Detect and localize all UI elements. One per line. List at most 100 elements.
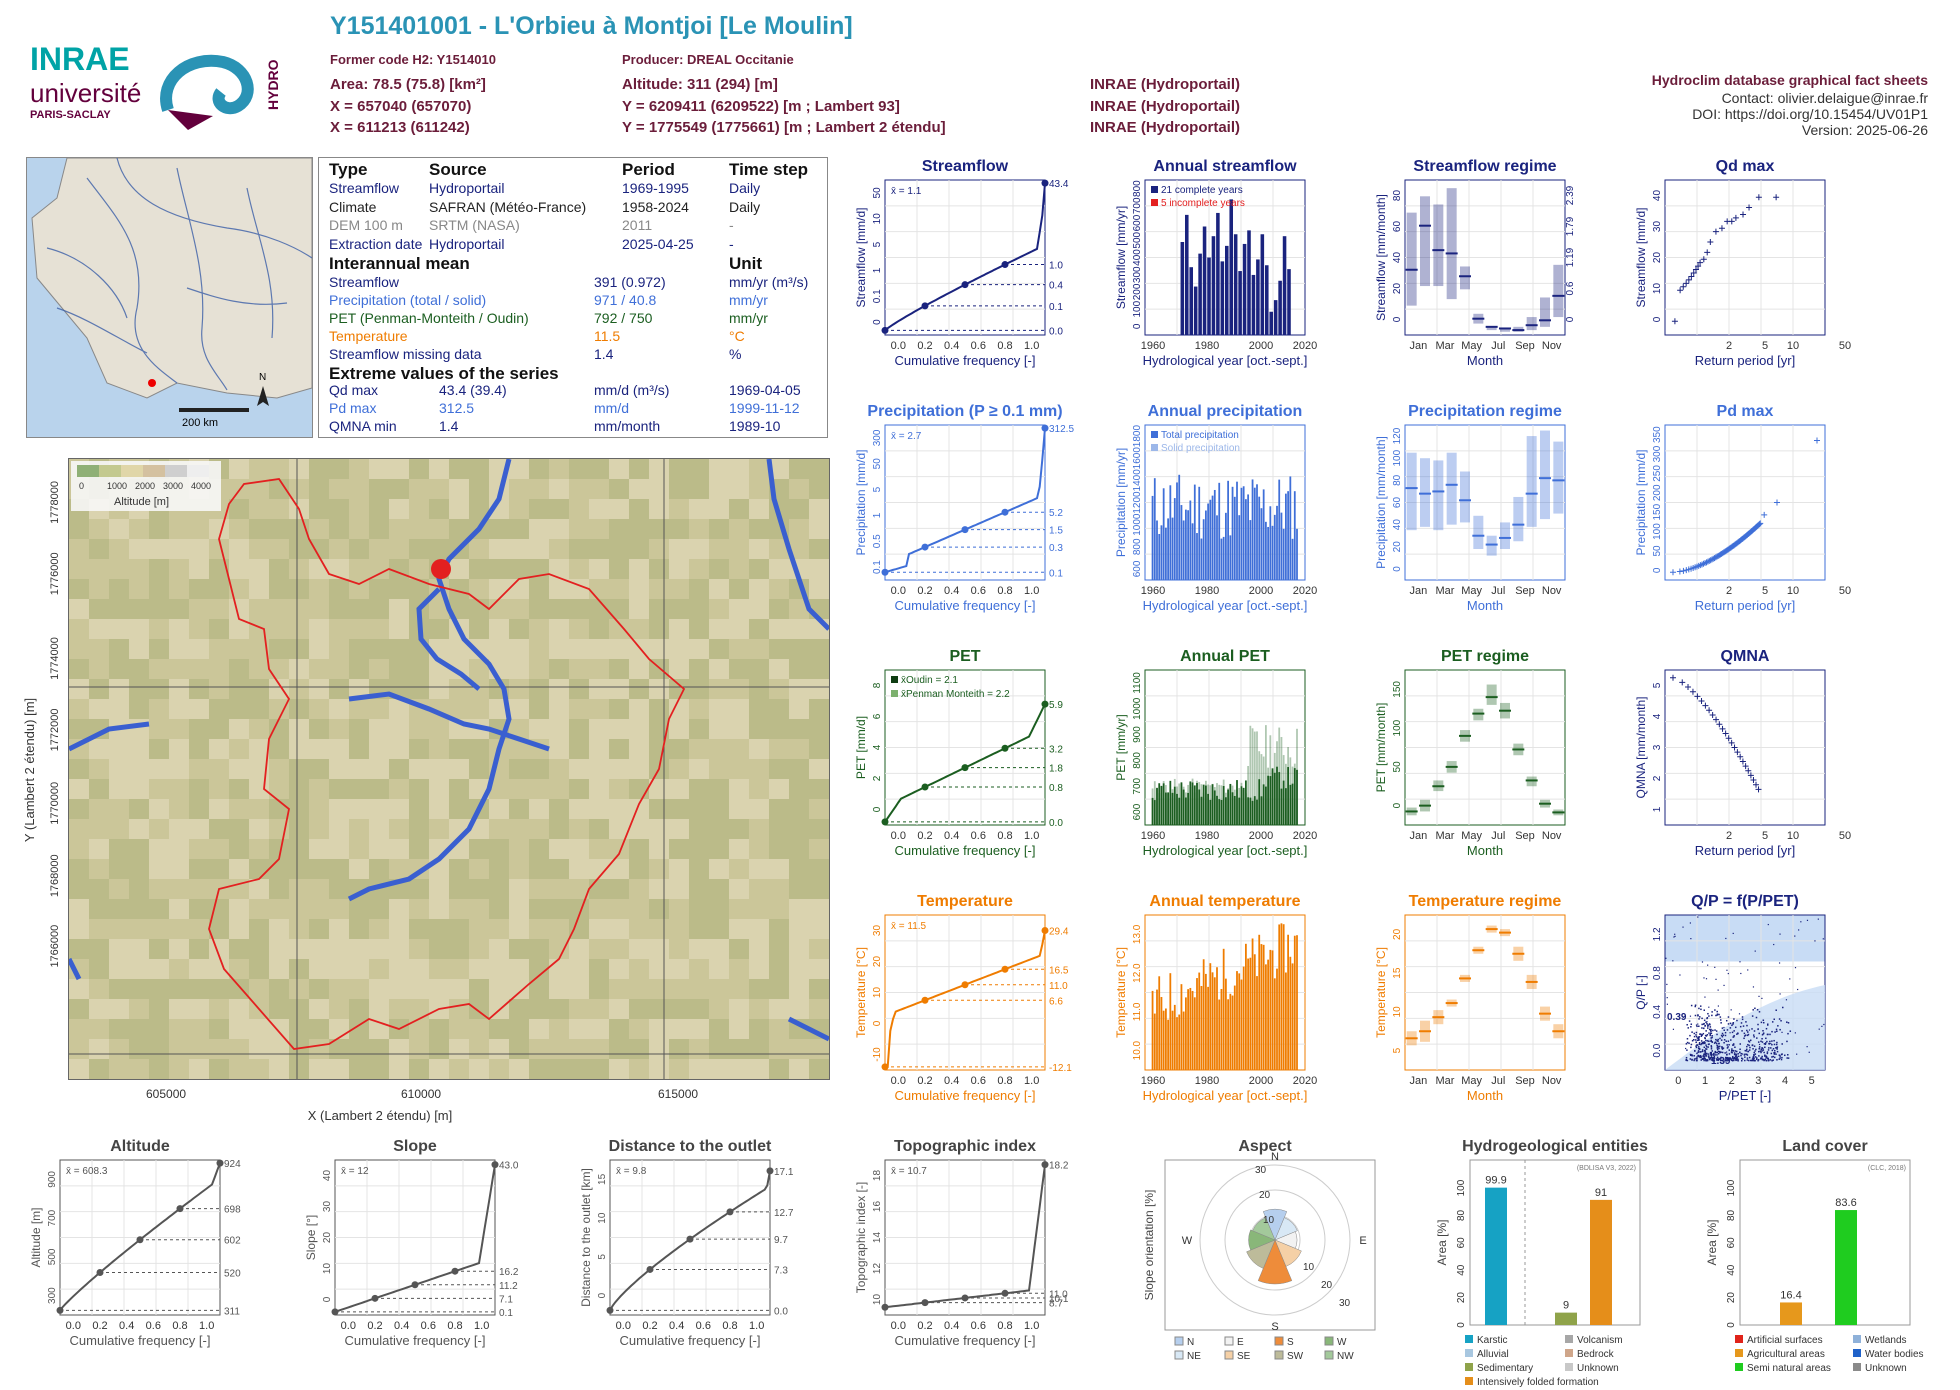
y-tick: 300	[1132, 266, 1143, 283]
legend-swatch	[1465, 1377, 1473, 1385]
annual-bar	[1229, 993, 1232, 1070]
annual-bar	[1256, 799, 1258, 825]
quantile-label: 0.1	[499, 1308, 513, 1319]
paris-saclay-logo: PARIS-SACLAY	[30, 109, 111, 121]
chart-title: Slope	[393, 1138, 437, 1155]
annual-bar	[1256, 976, 1258, 1070]
annual-bar	[1269, 949, 1272, 1070]
annual-bar	[1167, 518, 1169, 580]
chart-title: Streamflow regime	[1413, 158, 1556, 175]
annual-bar	[1189, 987, 1192, 1070]
return-point	[1694, 693, 1701, 700]
y-label: Area [%]	[1435, 1219, 1449, 1265]
y-tick: 0	[1392, 316, 1403, 322]
chart-precip_cdf: Precipitation (P ≥ 0.1 mm) 0.0 0.2 0.4 0.6 0.…	[854, 403, 1074, 613]
catchment-boundary	[208, 478, 686, 1050]
y-tick: 100	[1726, 1179, 1737, 1196]
map-ytick: 1770000	[49, 782, 61, 825]
chart-flow_regime: Streamflow regime Jan Mar May Jul Sep Nov 0 20 40…	[1374, 158, 1576, 368]
y-tick: 12	[872, 1263, 883, 1275]
return-point	[1706, 557, 1713, 564]
y-tick: 40	[1392, 252, 1403, 264]
x-tick: Nov	[1542, 1075, 1562, 1087]
y-tick: 80	[1392, 190, 1403, 202]
annual-bar	[1247, 958, 1249, 1070]
x-tick: 0.6	[421, 1320, 436, 1332]
map-ylabel: Y (Lambert 2 étendu) [m]	[22, 698, 37, 842]
x-tick: 0.0	[891, 585, 906, 597]
legend-swatch	[1274, 1336, 1284, 1346]
y-tick: 300	[47, 1287, 58, 1304]
interannual-row-cell: 391 (0.972)	[594, 274, 666, 290]
area-label: 9	[1563, 1300, 1569, 1312]
x-tick: 0.2	[917, 1075, 932, 1087]
annual-bar	[1160, 525, 1163, 580]
annual-bar	[1213, 489, 1216, 580]
aspect-direction: N	[1271, 1151, 1279, 1163]
map-ytick: 1772000	[49, 708, 61, 751]
y-tick: 1200	[1132, 491, 1143, 514]
aspect-ring-label: 30	[1255, 1165, 1267, 1176]
legend-label: x̄Penman Monteith = 2.2	[901, 689, 1010, 700]
legend-swatch	[1151, 431, 1158, 438]
return-point	[1716, 721, 1723, 728]
x-tick: 0.6	[971, 340, 986, 352]
aspect-ring-label: 20	[1259, 1190, 1271, 1201]
legend-label: N	[1187, 1337, 1194, 1348]
mean-label: x̄ = 10.7	[891, 1166, 927, 1177]
legend-label: Solid precipitation	[1161, 443, 1240, 454]
extreme-title-cell: Extreme values of the series	[329, 364, 559, 383]
y-tick: 10	[597, 1212, 608, 1224]
chart-title: Annual streamflow	[1153, 158, 1297, 175]
x-tick: 0.8	[997, 585, 1012, 597]
annual-bar	[1291, 783, 1294, 825]
y-tick: 0	[872, 806, 883, 812]
x-label: Cumulative frequency [-]	[895, 598, 1036, 613]
annual-bar	[1220, 538, 1223, 580]
logos: INRAE université PARIS-SACLAY HYDRO	[28, 40, 288, 130]
version: Version: 2025-06-26	[1801, 122, 1928, 138]
annual-bar	[1242, 243, 1247, 335]
y-label: Temperature [°C]	[1374, 947, 1388, 1038]
regime-box	[1486, 326, 1497, 331]
annual-bar	[1151, 495, 1154, 580]
y-tick: 40	[1456, 1264, 1467, 1276]
annual-bar	[1156, 520, 1158, 580]
y-tick: 10	[322, 1263, 333, 1275]
regime-box	[1473, 515, 1484, 549]
annual-bar	[1233, 234, 1238, 335]
quantile-label: 9.7	[774, 1235, 788, 1246]
y-tick: 0	[597, 1292, 608, 1298]
annual-bar	[1156, 787, 1158, 825]
annual-bar	[1167, 1019, 1169, 1070]
hydro-logo-icon	[160, 54, 254, 130]
map-ytick: 1774000	[49, 637, 61, 680]
annual-bar	[1262, 489, 1265, 580]
regime-box	[1406, 212, 1417, 306]
annual-bar	[1202, 784, 1205, 825]
return-point	[1708, 556, 1715, 563]
annual-bar	[1287, 491, 1289, 580]
x-tick: 0.0	[891, 1320, 906, 1332]
regime-box	[1540, 297, 1550, 327]
y-tick: 600	[1132, 803, 1143, 820]
quantile-label: 43.0	[499, 1161, 519, 1172]
aspect-ring	[1199, 1164, 1351, 1316]
y-tick: 1600	[1132, 447, 1143, 470]
y-tick: 50	[1652, 545, 1663, 557]
return-point	[1753, 781, 1760, 788]
legend-swatch	[1465, 1349, 1473, 1357]
river-line	[766, 459, 829, 631]
y-tick: 0	[1456, 1322, 1467, 1328]
annual-bar	[1211, 236, 1216, 335]
legend-tick: 1000	[107, 481, 127, 491]
y-tick: 5	[1392, 1047, 1403, 1053]
chart-landcover: Land cover 0 20 40 60 80 100 Area [%] (CLC, 2018…	[1705, 1138, 1924, 1374]
annual-bar	[1207, 257, 1211, 335]
chart-pet_regime: PET regime Jan Mar May Jul Sep Nov 0 50 100 150 Mon…	[1374, 648, 1566, 858]
annual-bar	[1180, 242, 1185, 335]
chart-precip_regime: Precipitation regime Jan Mar May Jul Sep Nov 0 2…	[1374, 403, 1566, 613]
y-tick: 20	[872, 956, 883, 968]
y-tick: 500	[1132, 231, 1143, 248]
y-tick: 400	[1132, 249, 1143, 266]
